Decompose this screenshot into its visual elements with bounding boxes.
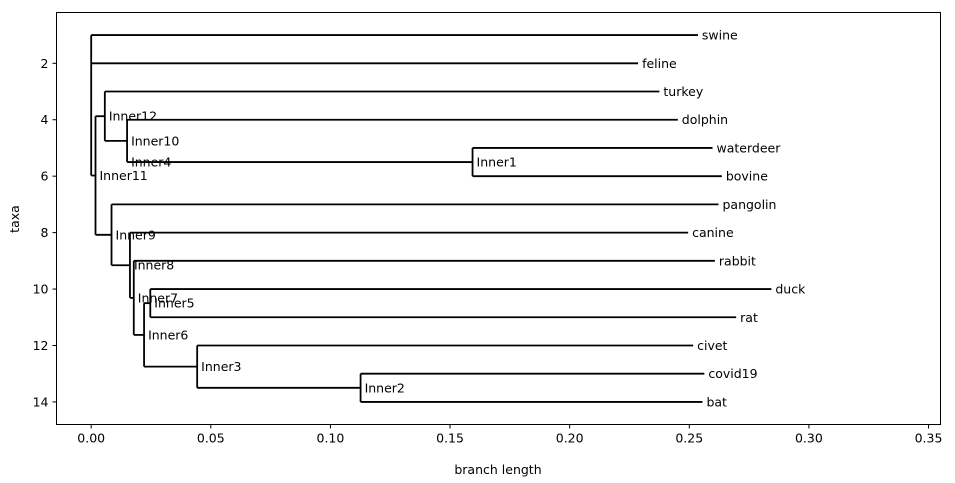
x-tick-label: 0.00: [77, 431, 105, 446]
y-tick-label: 2: [41, 56, 49, 71]
y-tick-label: 14: [33, 394, 49, 409]
node-label-inner3: Inner3: [201, 359, 241, 374]
x-tick-label: 0.20: [556, 431, 584, 446]
x-axis-label: branch length: [454, 462, 541, 477]
leaf-label-covid19: covid19: [708, 366, 757, 381]
x-axis: 0.00 0.05 0.10 0.15 0.20 0.25 0.30 0.35: [77, 424, 943, 446]
node-label-inner7: Inner7: [138, 290, 178, 305]
node-label-inner6: Inner6: [148, 327, 188, 342]
leaf-label-dolphin: dolphin: [682, 112, 728, 127]
tree-branches: [90, 34, 772, 403]
node-label-inner1: Inner1: [477, 155, 517, 170]
y-axis: 2 4 6 8 10 12 14: [33, 56, 57, 409]
y-tick-label: 12: [33, 338, 49, 353]
x-tick-label: 0.05: [197, 431, 225, 446]
tree-labels: swine feline turkey dolphin waterdeer bovine p…: [99, 28, 806, 410]
leaf-label-rabbit: rabbit: [719, 253, 756, 268]
node-label-inner10: Inner10: [131, 133, 179, 148]
node-label-inner8: Inner8: [134, 258, 174, 273]
node-label-inner11: Inner11: [99, 168, 147, 183]
leaf-label-waterdeer: waterdeer: [717, 140, 782, 155]
leaf-label-rat: rat: [740, 310, 758, 325]
y-tick-label: 8: [41, 225, 49, 240]
plot-frame: [56, 12, 941, 425]
leaf-label-bovine: bovine: [726, 169, 768, 184]
x-tick-label: 0.30: [795, 431, 823, 446]
leaf-label-pangolin: pangolin: [722, 197, 776, 212]
y-tick-label: 6: [41, 169, 49, 184]
node-label-inner4: Inner4: [131, 155, 171, 170]
node-label-inner2: Inner2: [365, 380, 405, 395]
x-tick-label: 0.15: [436, 431, 464, 446]
x-tick-label: 0.35: [915, 431, 943, 446]
leaf-label-civet: civet: [697, 338, 727, 353]
leaf-label-turkey: turkey: [663, 84, 703, 99]
x-tick-label: 0.25: [675, 431, 703, 446]
x-tick-label: 0.10: [317, 431, 345, 446]
node-label-inner12: Inner12: [109, 109, 157, 124]
node-label-inner5: Inner5: [154, 296, 194, 311]
node-label-inner9: Inner9: [116, 227, 156, 242]
leaf-label-swine: swine: [702, 28, 738, 43]
y-tick-label: 10: [33, 282, 49, 297]
leaf-label-duck: duck: [775, 282, 806, 297]
y-axis-label: taxa: [7, 205, 22, 233]
leaf-label-feline: feline: [642, 56, 677, 71]
leaf-label-canine: canine: [692, 225, 734, 240]
leaf-label-bat: bat: [706, 394, 727, 409]
y-tick-label: 4: [41, 112, 49, 127]
